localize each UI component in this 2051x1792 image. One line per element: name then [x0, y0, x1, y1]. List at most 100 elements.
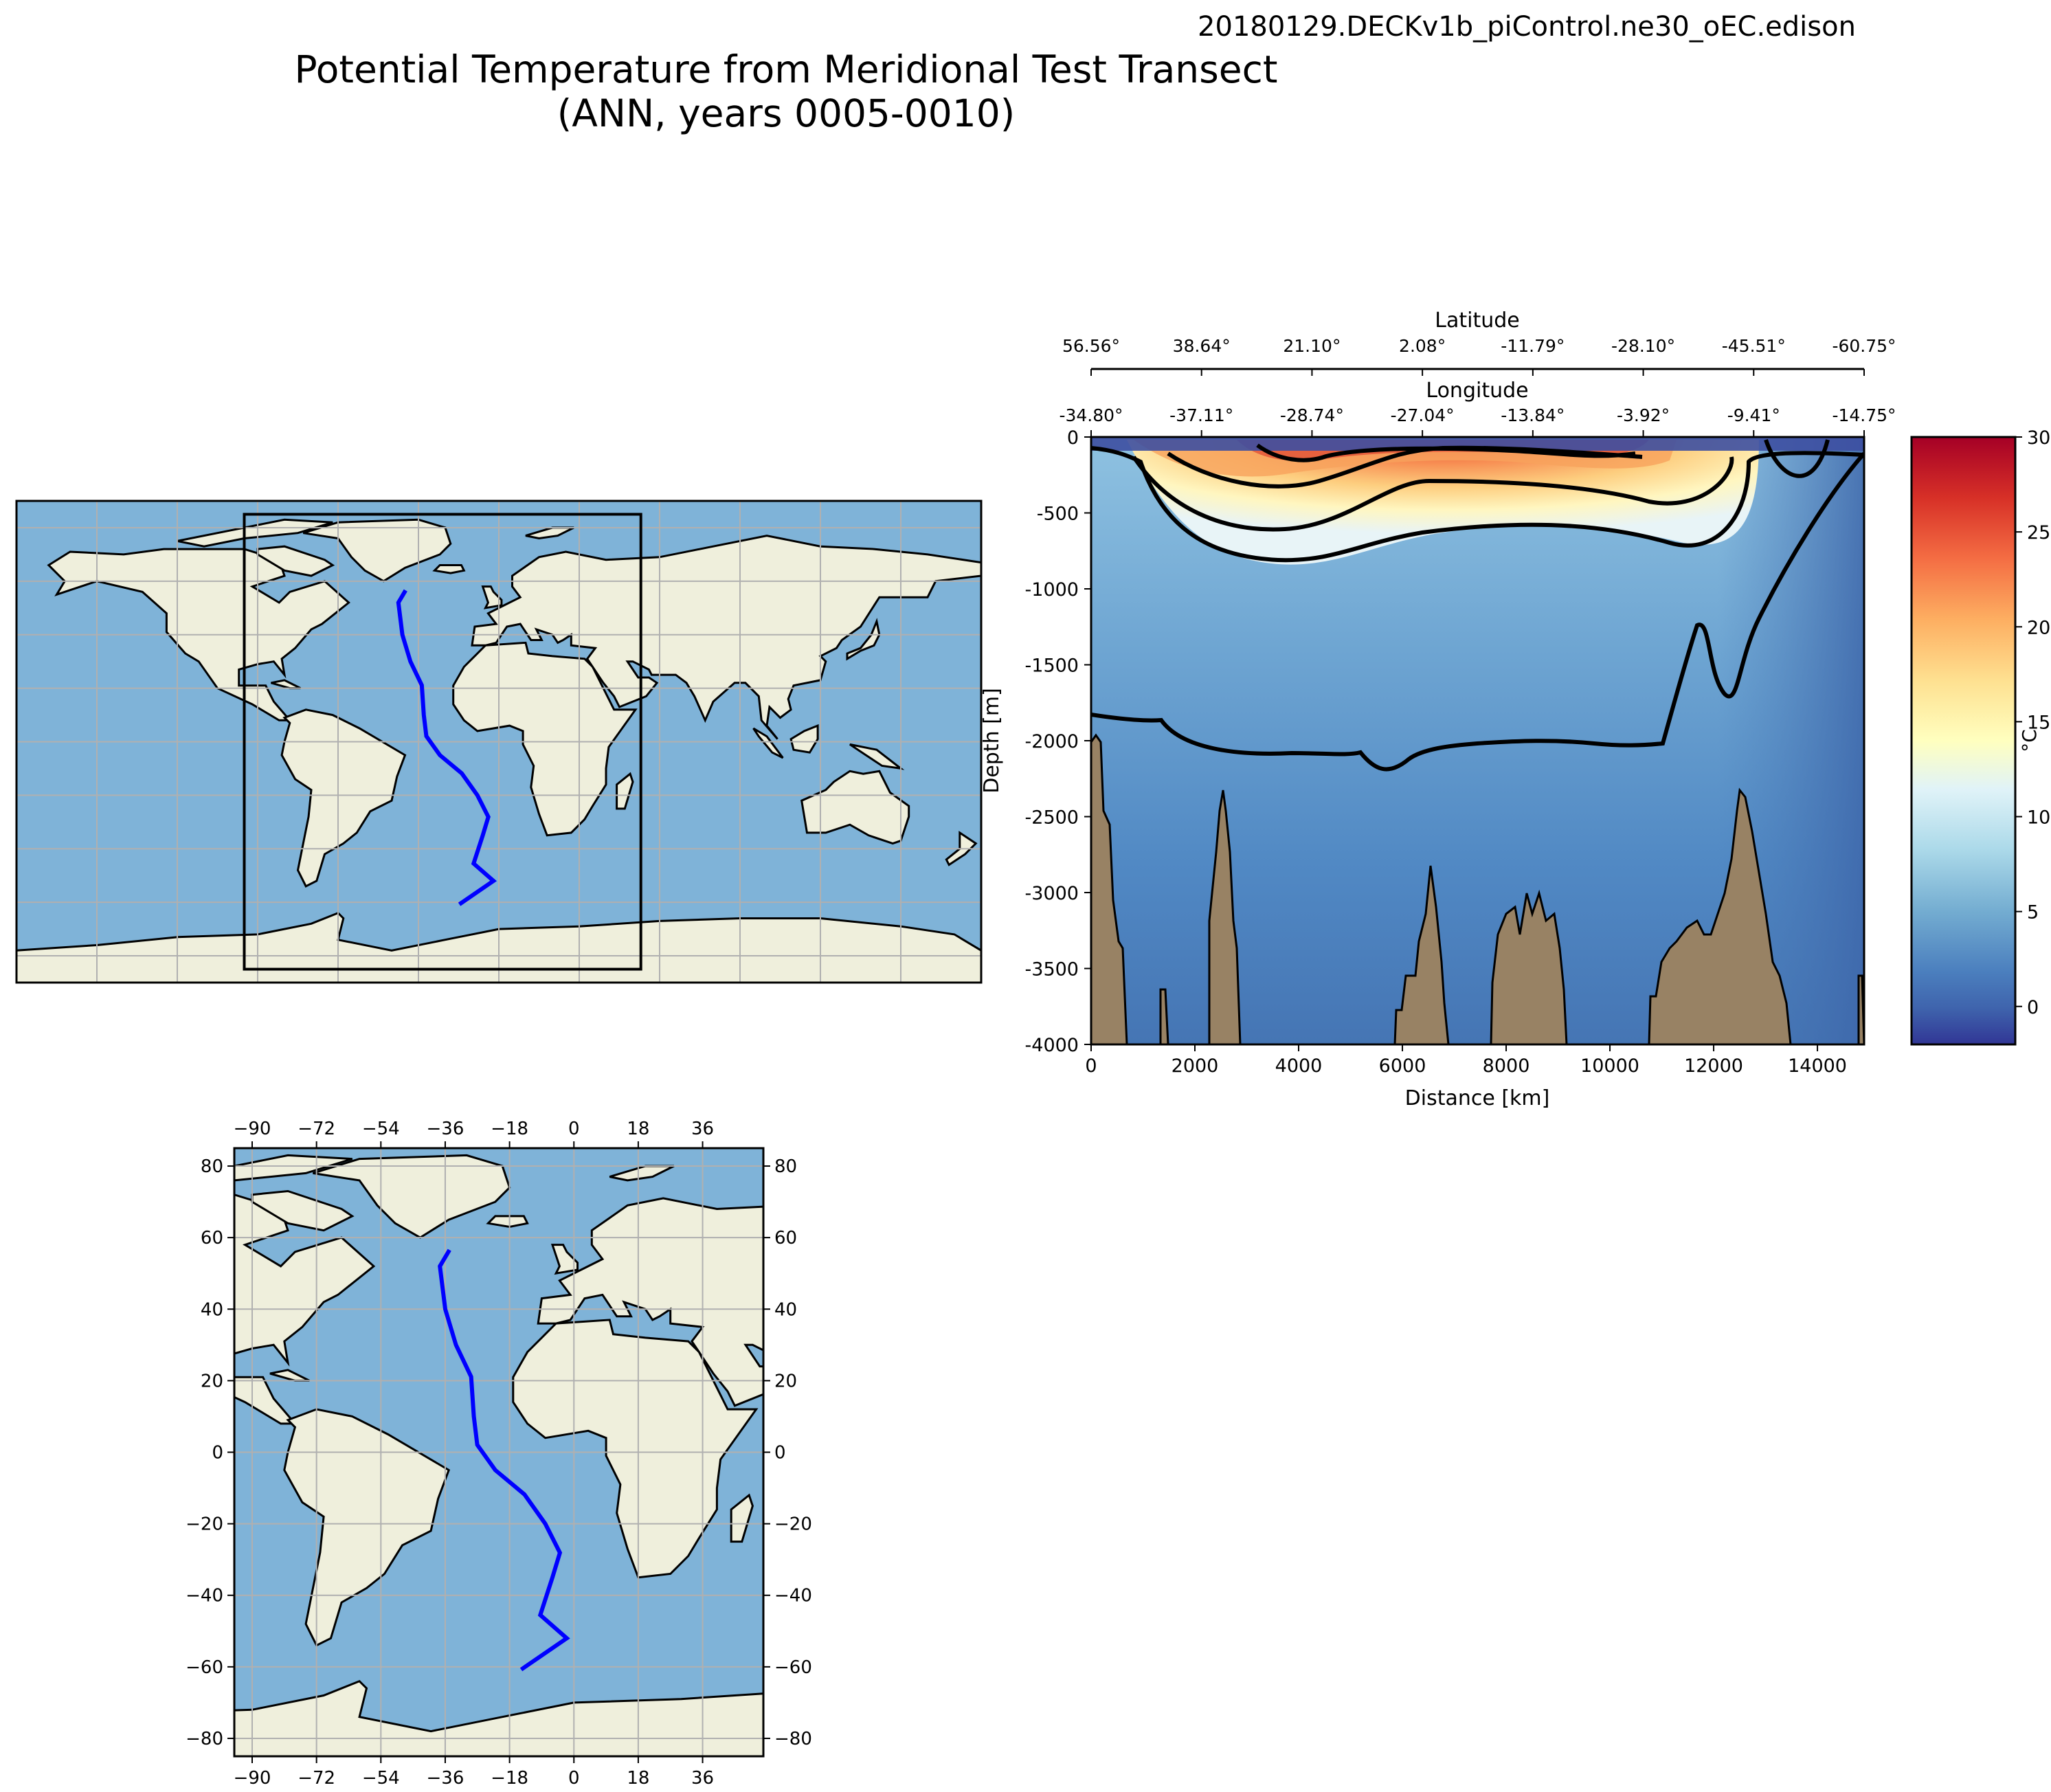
map-x-tick-label-bottom: 36: [691, 1768, 714, 1789]
map-x-tick-label-top: 0: [568, 1119, 580, 1139]
x-tick-label: 14000: [1788, 1055, 1847, 1077]
land-uk: [481, 585, 503, 609]
map-x-tick-label-top: −90: [234, 1119, 271, 1139]
map-y-tick-label-left: 40: [201, 1299, 223, 1320]
y-tick-label: 0: [1067, 427, 1079, 449]
land-borneo: [963, 1431, 999, 1466]
contour-line: [1256, 443, 1636, 462]
figure-title-line2: (ANN, years 0005-0010): [557, 91, 1015, 135]
latitude-tick-label: -11.79°: [1501, 336, 1565, 356]
map-y-tick-label-right: −80: [774, 1729, 812, 1749]
map-y-tick-label-right: −60: [774, 1657, 812, 1678]
land-new-guinea: [849, 743, 905, 770]
longitude-tick-label: -37.11°: [1169, 405, 1233, 425]
land-new-zealand: [1171, 1574, 1210, 1617]
run-name: 20180129.DECKv1b_piControl.ne30_oEC.edis…: [1198, 11, 1856, 43]
map-x-tick-label-bottom: 18: [627, 1768, 649, 1789]
map-x-tick-label-top: −54: [362, 1119, 400, 1139]
y-tick-label: -500: [1037, 504, 1079, 525]
latitude-ticks: 56.56° 38.64° 21.10° 2.08° -11.79° -28.10° -45…: [1062, 336, 1896, 376]
land-australia: [800, 770, 910, 845]
colorbar-tick-label: 25: [2027, 522, 2050, 544]
y-tick-label: -4000: [1025, 1035, 1079, 1056]
section-y-label: Depth [m]: [980, 688, 1004, 794]
longitude-tick-label: -13.84°: [1501, 405, 1565, 425]
land-madagascar: [730, 1493, 754, 1543]
contour-line: [1091, 446, 1864, 563]
map-x-tick-label-bottom: −90: [234, 1768, 271, 1789]
latitude-tick-label: -45.51°: [1722, 336, 1786, 356]
contour-line: [1764, 439, 1830, 478]
x-tick-label: 10000: [1580, 1055, 1639, 1077]
land-sumatra: [752, 727, 784, 759]
land-uk: [550, 1244, 579, 1275]
land-sumatra: [914, 1435, 953, 1474]
figure-title-line1: Potential Temperature from Meridional Te…: [295, 47, 1278, 91]
bottom-topography: [1091, 733, 1792, 1044]
regional-map-ticks: −90 −90 −72 −72 −54 −54 −36 −36 −18 −18 0 0 18 18 36 36…: [186, 1119, 812, 1789]
longitude-tick-label: -27.04°: [1391, 405, 1455, 425]
colorbar-tick-label: 20: [2027, 617, 2050, 638]
map-x-tick-label-bottom: −54: [362, 1768, 400, 1789]
map-y-tick-label-left: 20: [201, 1371, 223, 1391]
land-australia: [978, 1492, 1121, 1589]
latitude-axis-label: Latitude: [1435, 309, 1519, 333]
colorbar-label: °C: [2018, 729, 2041, 752]
map-x-tick-label-top: −36: [427, 1119, 464, 1139]
y-tick-label: -3500: [1025, 959, 1079, 981]
regional-map: −90 −90 −72 −72 −54 −54 −36 −36 −18 −18 0 0 18 18 36 36…: [186, 1119, 1210, 1789]
land-japan: [846, 618, 881, 661]
map-x-tick-label-top: −72: [298, 1119, 335, 1139]
map-y-tick-label-left: −60: [186, 1657, 223, 1678]
map-x-tick-label-bottom: 0: [568, 1768, 580, 1789]
map-x-tick-label-bottom: −72: [298, 1768, 335, 1789]
y-tick-label: -3000: [1025, 883, 1079, 904]
x-tick-label: 4000: [1275, 1055, 1323, 1077]
map-x-tick-label-bottom: −36: [427, 1768, 464, 1789]
land-iceland: [486, 1215, 529, 1229]
land-borneo: [789, 724, 819, 754]
longitude-tick-label: -28.74°: [1280, 405, 1344, 425]
colorbar-tick-label: 30: [2027, 427, 2050, 449]
contour-line: [1167, 445, 1643, 489]
land-eurasia: [537, 1197, 763, 1407]
map-x-tick-label-top: 36: [691, 1119, 714, 1139]
longitude-axis-label: Longitude: [1426, 379, 1528, 403]
surface-polar-band: [1091, 437, 1864, 451]
x-tick-label: 12000: [1684, 1055, 1743, 1077]
colorbar-tick-label: 10: [2027, 807, 2050, 829]
global-gridlines: [16, 501, 981, 983]
land-svalbard: [525, 526, 574, 540]
map-x-tick-label-top: 18: [627, 1119, 649, 1139]
longitude-tick-label: -9.41°: [1727, 405, 1780, 425]
region-bounding-box: [243, 513, 642, 971]
global-map: [15, 500, 983, 984]
y-tick-label: -2000: [1025, 731, 1079, 752]
map-x-tick-label-bottom: −18: [491, 1768, 528, 1789]
map-y-tick-label-left: −80: [186, 1729, 223, 1749]
contour-lines: [1091, 439, 1864, 772]
land-iceland: [432, 564, 466, 574]
longitude-ticks: -34.80° -37.11° -28.74° -27.04° -13.84° -3.92…: [1059, 405, 1896, 437]
land-svalbard: [609, 1165, 675, 1182]
latitude-tick-label: -60.75°: [1832, 336, 1896, 356]
map-y-tick-label-right: −40: [774, 1586, 812, 1606]
colorbar-tick-label: 5: [2027, 902, 2039, 923]
map-x-tick-label-top: −18: [491, 1119, 528, 1139]
regional-gridlines: [234, 1148, 763, 1756]
land-japan: [1039, 1291, 1081, 1341]
latitude-tick-label: 2.08°: [1399, 336, 1446, 356]
map-y-tick-label-left: 0: [212, 1443, 223, 1464]
colorbar-ticks: 30 25 20 15 10 5 0: [2015, 427, 2050, 1018]
colorbar: 30 25 20 15 10 5 0 °C: [1910, 427, 2050, 1046]
longitude-tick-label: -3.92°: [1617, 405, 1670, 425]
latitude-tick-label: 21.10°: [1283, 336, 1341, 356]
map-y-tick-label-left: 60: [201, 1228, 223, 1248]
map-y-tick-label-right: 80: [774, 1156, 797, 1177]
global-transect-line: [396, 589, 497, 906]
land-madagascar: [616, 772, 634, 810]
x-tick-label: 2000: [1172, 1055, 1219, 1077]
contour-line: [1132, 456, 1734, 532]
latitude-tick-label: 56.56°: [1062, 336, 1120, 356]
